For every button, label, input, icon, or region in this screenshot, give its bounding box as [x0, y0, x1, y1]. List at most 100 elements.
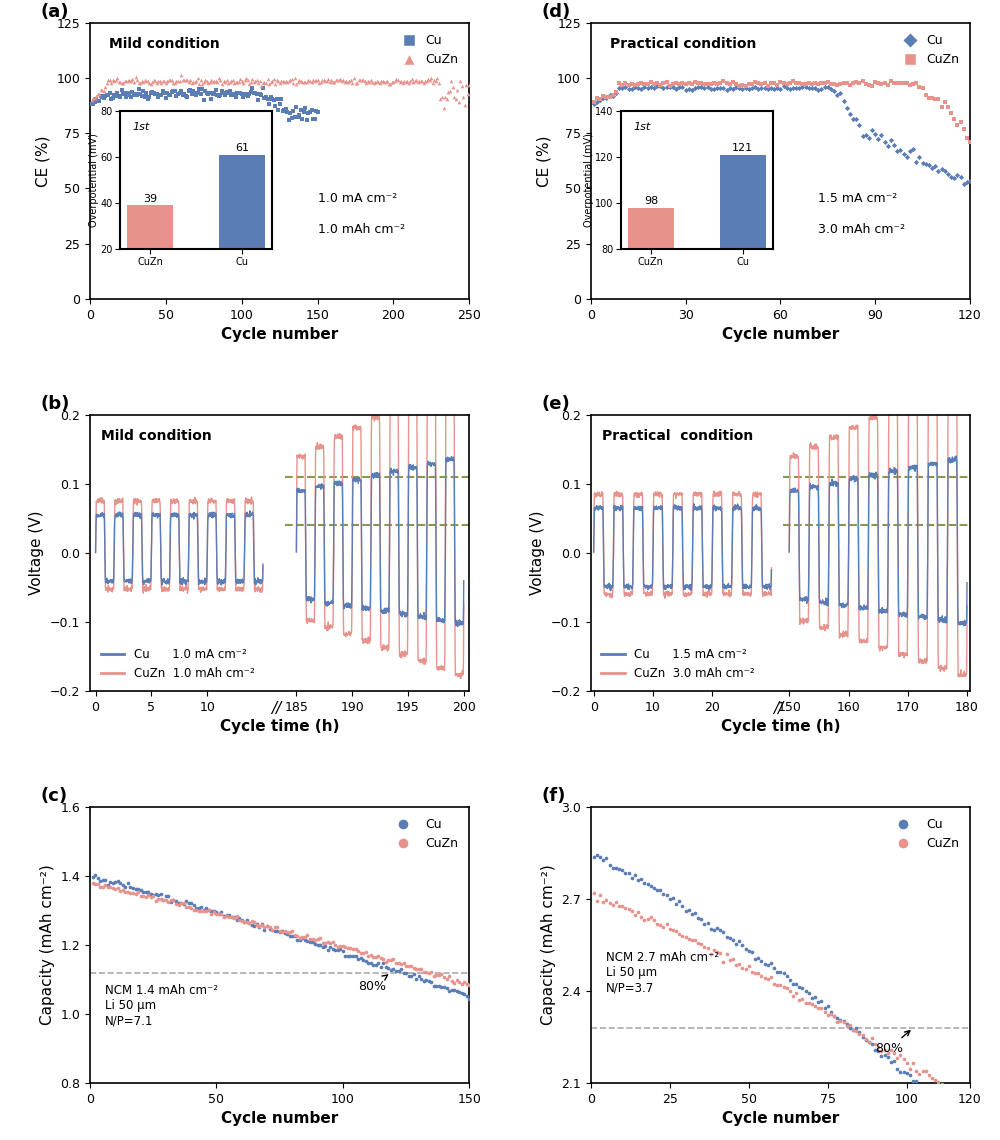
Point	[804, 995, 820, 1013]
Point	[205, 73, 221, 91]
Point	[375, 950, 391, 968]
Point	[753, 952, 769, 970]
Point	[880, 75, 896, 93]
Point	[712, 74, 728, 92]
Point	[602, 88, 618, 106]
Point	[350, 942, 366, 960]
Point	[203, 902, 219, 920]
Point	[211, 68, 227, 87]
Point	[335, 937, 351, 955]
Point	[902, 76, 918, 95]
Point	[232, 70, 248, 88]
Point	[741, 958, 757, 976]
Point	[388, 954, 404, 972]
Point	[220, 84, 236, 103]
Point	[235, 74, 251, 92]
Point	[886, 1044, 902, 1062]
Point	[810, 81, 826, 99]
Point	[766, 959, 782, 977]
Point	[219, 905, 235, 923]
Point	[940, 1081, 956, 1099]
Point	[744, 943, 760, 961]
Point	[396, 964, 412, 983]
Point	[134, 87, 150, 105]
Point	[441, 983, 457, 1001]
Point	[202, 73, 218, 91]
Point	[360, 947, 376, 966]
Point	[196, 91, 212, 109]
Point	[750, 74, 766, 92]
Point	[310, 103, 326, 121]
Point	[126, 73, 142, 91]
Text: 3.0 mAh cm⁻²: 3.0 mAh cm⁻²	[818, 222, 905, 236]
Point	[779, 979, 795, 998]
Point	[918, 1081, 934, 1099]
Point	[883, 1053, 899, 1072]
Point	[150, 889, 166, 907]
Point	[335, 71, 351, 89]
Point	[757, 954, 773, 972]
Point	[823, 75, 839, 93]
Point	[823, 1002, 839, 1020]
Point	[153, 889, 169, 907]
Point	[168, 87, 184, 105]
Point	[115, 877, 131, 895]
Point	[924, 1069, 940, 1088]
Point	[384, 73, 400, 91]
Point	[209, 86, 225, 104]
Point	[678, 75, 694, 93]
Point	[744, 74, 760, 92]
Point	[681, 930, 697, 948]
Point	[696, 79, 712, 97]
Point	[190, 68, 206, 87]
Point	[228, 88, 244, 106]
Point	[870, 130, 886, 148]
Point	[172, 72, 188, 90]
Point	[411, 72, 427, 90]
Point	[289, 931, 305, 950]
Point	[678, 902, 694, 920]
Point	[700, 914, 716, 933]
Point	[342, 939, 358, 958]
Point	[725, 80, 741, 98]
Point	[310, 71, 326, 89]
Point	[709, 944, 725, 962]
Point	[231, 911, 247, 929]
Point	[92, 878, 108, 896]
Point	[715, 923, 731, 942]
Point	[272, 95, 288, 113]
Point	[734, 959, 750, 977]
Point	[100, 878, 116, 896]
Point	[769, 976, 785, 994]
Point	[102, 878, 118, 896]
Point	[346, 70, 362, 88]
Point	[188, 86, 204, 104]
Point	[873, 74, 889, 92]
Point	[213, 903, 229, 921]
Point	[326, 73, 342, 91]
Point	[788, 74, 804, 92]
Point	[905, 140, 921, 158]
Point	[249, 915, 265, 934]
Point	[264, 72, 280, 90]
Point	[836, 1012, 852, 1031]
Point	[273, 72, 289, 90]
Point	[794, 79, 810, 97]
Point	[181, 73, 197, 91]
Point	[700, 75, 716, 93]
Point	[652, 881, 668, 899]
Point	[598, 89, 614, 107]
Point	[200, 74, 216, 92]
Point	[178, 891, 194, 910]
Text: 80%: 80%	[875, 1031, 910, 1056]
Point	[97, 871, 113, 889]
Point	[138, 72, 154, 90]
Point	[801, 80, 817, 98]
Point	[810, 999, 826, 1017]
Point	[97, 79, 113, 97]
Point	[719, 945, 735, 963]
Point	[378, 958, 394, 976]
Point	[861, 1033, 877, 1051]
Point	[314, 71, 330, 89]
Point	[251, 917, 267, 935]
